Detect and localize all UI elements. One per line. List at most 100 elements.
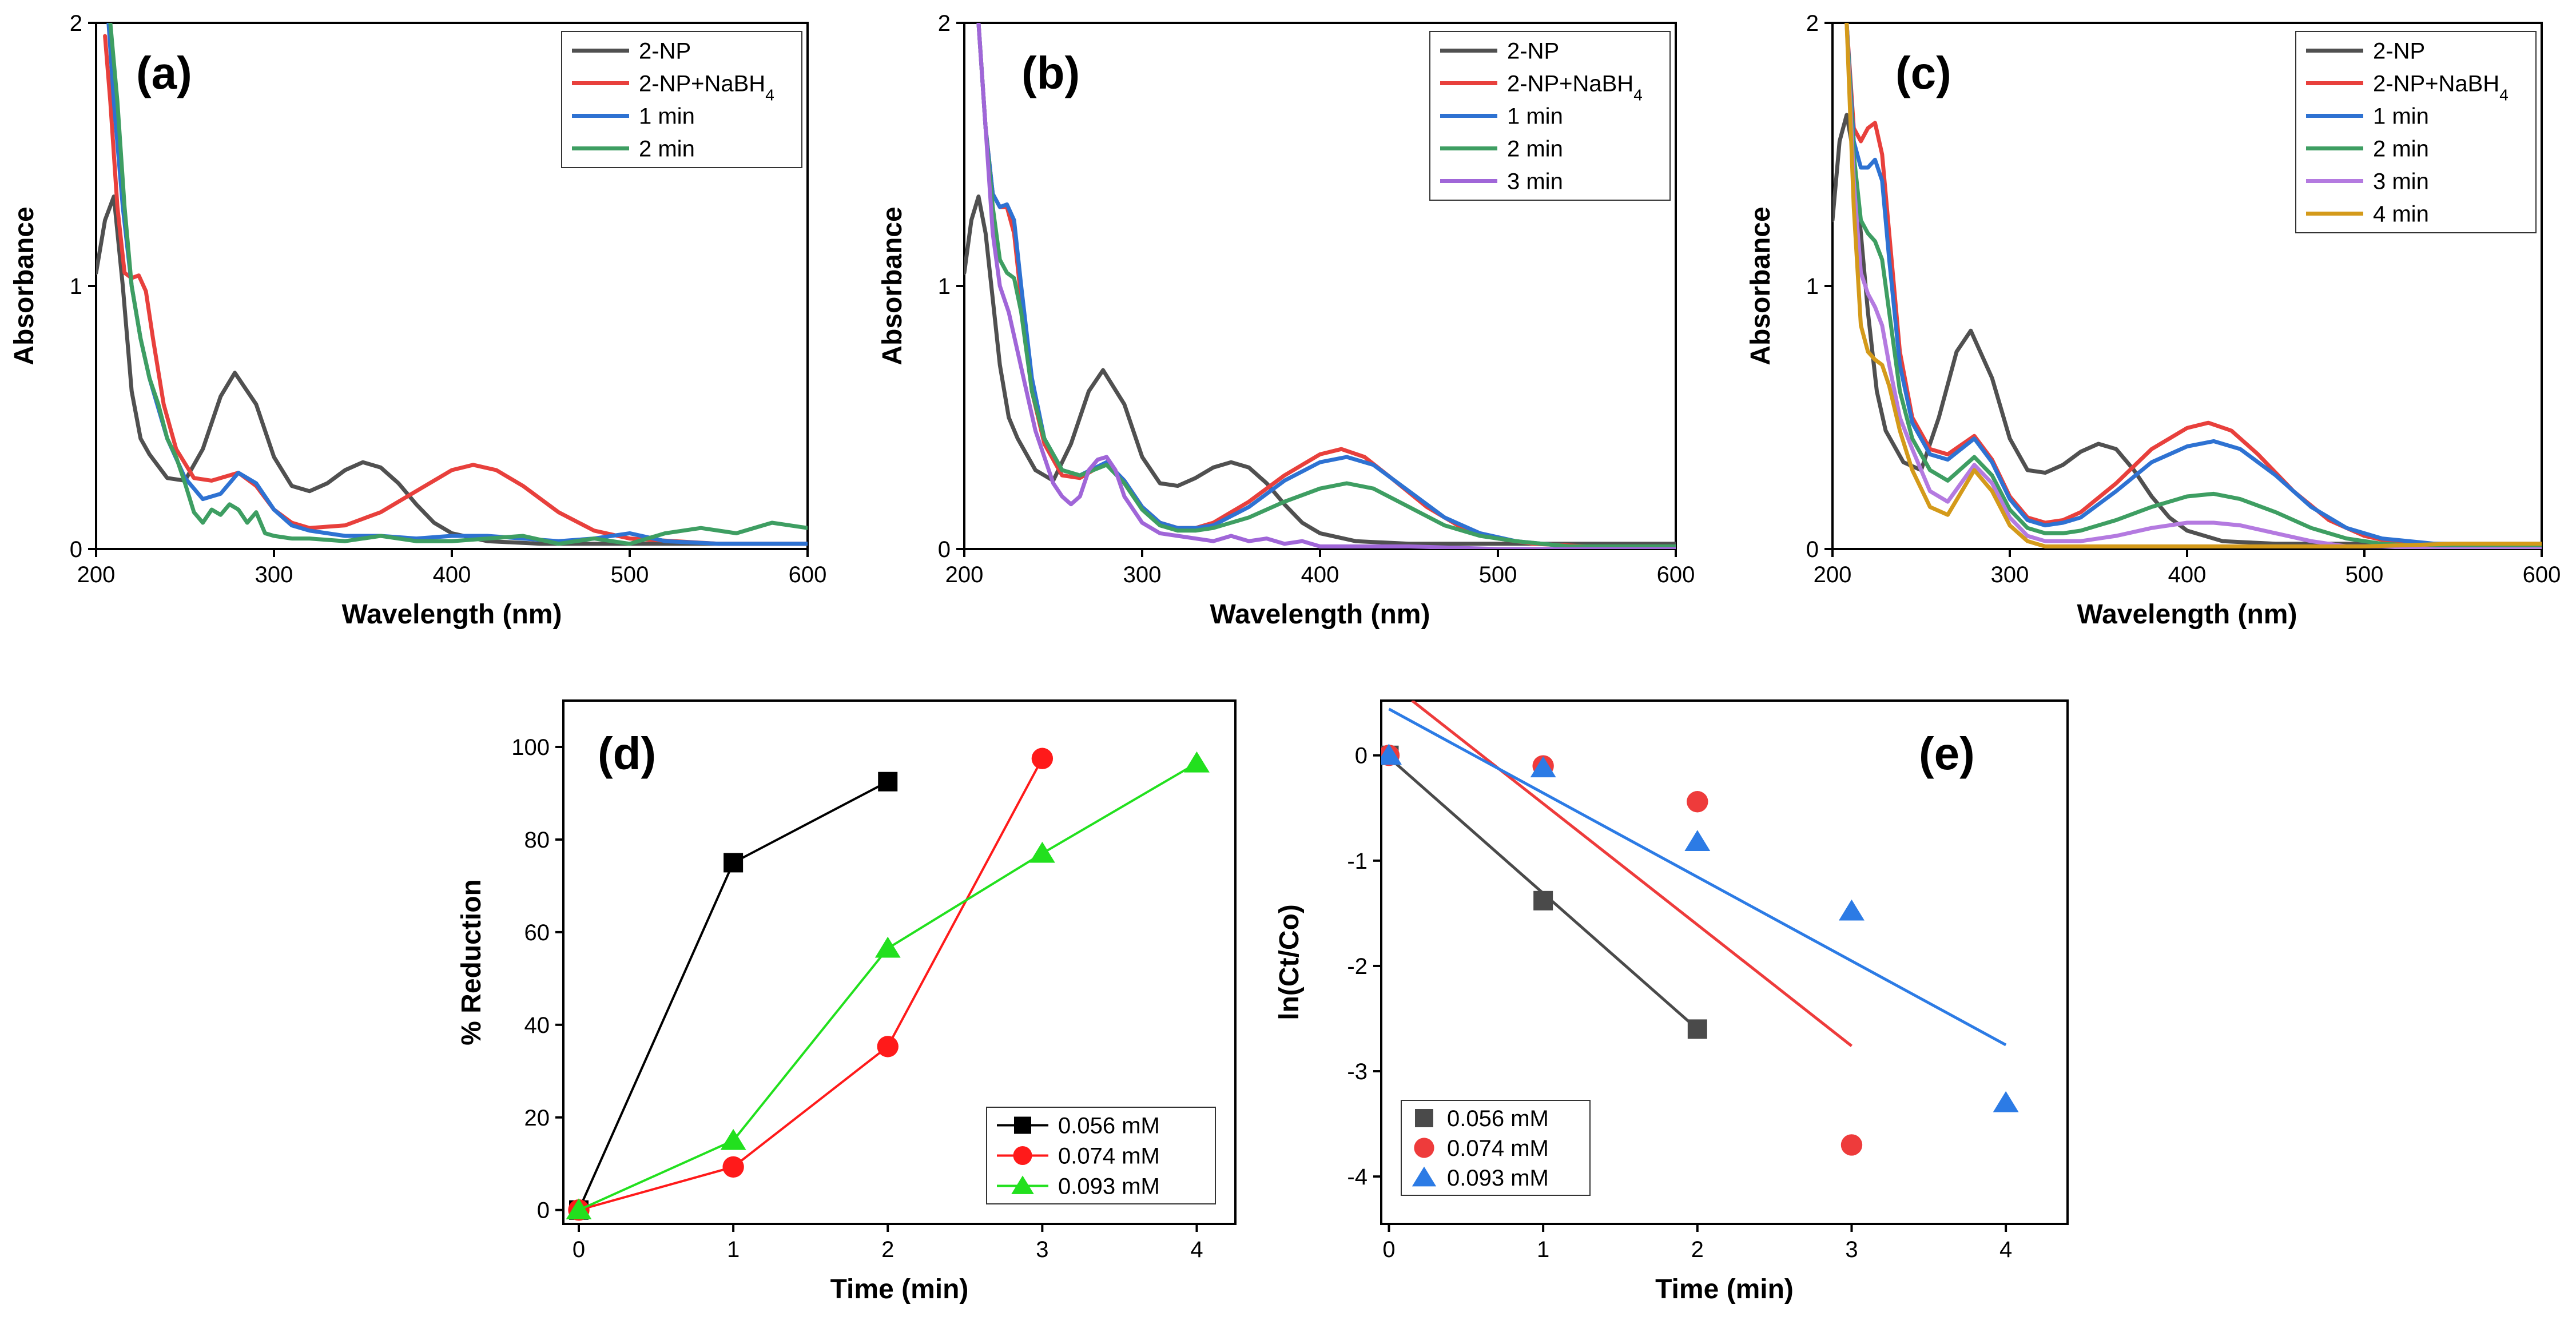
- legend-marker: [1412, 1166, 1437, 1187]
- x-tick-label: 0: [573, 1237, 585, 1262]
- legend-subscript: 4: [1633, 86, 1643, 104]
- data-point: [1687, 1019, 1707, 1039]
- legend-label: 2 min: [1507, 137, 1563, 162]
- legend-marker: [1013, 1146, 1032, 1165]
- x-tick-label: 500: [1479, 562, 1517, 587]
- plot-frame: [562, 699, 1237, 1225]
- legend-label: 2-NP: [1507, 39, 1559, 64]
- panel-e-kinetics: 0 1 2 3 4 0 -1 -2 -3 -4 Time (min) ln(Ct/Co) (e) 0.05…: [1274, 699, 2069, 1305]
- y-tick-label: -1: [1347, 849, 1367, 874]
- panel-label: (d): [598, 728, 656, 779]
- x-axis-label: Wavelength (nm): [342, 599, 562, 630]
- data-point: [1839, 899, 1865, 921]
- x-tick-label: 1: [727, 1237, 740, 1262]
- x-tick-label: 2: [1691, 1237, 1704, 1262]
- y-tick-label: -4: [1347, 1164, 1367, 1190]
- y-tick-label: 1: [1806, 274, 1819, 299]
- y-tick-label: 40: [524, 1013, 550, 1038]
- legend-label: 0.074 mM: [1447, 1136, 1549, 1161]
- x-tick-label: 400: [433, 562, 471, 587]
- x-tick-label: 400: [1301, 562, 1339, 587]
- fit-line: [1388, 707, 2007, 1047]
- panel-b-spectra: 200 300 400 500 600 0 1 2 Wavelength (nm) Absorba…: [877, 11, 1695, 630]
- x-tick-label: 200: [945, 562, 984, 587]
- series-line: [108, 23, 808, 546]
- y-axis-label: ln(Ct/Co): [1274, 904, 1305, 1020]
- data-point: [1840, 1134, 1863, 1156]
- y-axis-label: Absorbance: [9, 206, 39, 365]
- panel-label: (c): [1895, 47, 1951, 98]
- y-tick-label: 0: [1355, 743, 1367, 769]
- legend-box: [561, 31, 802, 168]
- legend-marker: [1011, 1175, 1034, 1194]
- legend-label: 3 min: [2373, 169, 2429, 194]
- data-layer: [1832, 23, 2542, 549]
- legend-label: 2-NP: [2373, 39, 2425, 64]
- legend-label: 1 min: [639, 104, 695, 129]
- panel-label: (e): [1919, 728, 1975, 779]
- series-line: [1844, 23, 2542, 548]
- series-line: [1832, 113, 2542, 546]
- x-tick-label: 2: [881, 1237, 894, 1262]
- legend-subscript: 4: [2499, 86, 2509, 104]
- legend-box: [2295, 31, 2537, 233]
- legend-marker: [1014, 1116, 1031, 1134]
- series-line: [976, 23, 1676, 548]
- y-axis-label: Absorbance: [877, 206, 908, 365]
- plot-frame: [1380, 699, 2069, 1225]
- legend-label: 4 min: [2373, 202, 2429, 227]
- data-point: [878, 772, 898, 792]
- data-point: [877, 1036, 899, 1057]
- data-layer: [1381, 701, 2019, 1156]
- x-tick-label: 200: [1814, 562, 1852, 587]
- legend-marker: [1414, 1138, 1434, 1158]
- legend: 0.056 mM 0.074 mM 0.093 mM: [1401, 1100, 1591, 1196]
- series-line: [1844, 23, 2542, 548]
- legend-label: 2 min: [639, 137, 695, 162]
- x-tick-label: 600: [789, 562, 827, 587]
- x-tick-label: 500: [2346, 562, 2384, 587]
- y-tick-label: 2: [938, 11, 951, 36]
- y-tick-label: 0: [537, 1198, 550, 1223]
- data-point: [1029, 841, 1055, 863]
- x-tick-label: 300: [1123, 562, 1162, 587]
- y-axis-label: Absorbance: [1746, 206, 1776, 365]
- x-tick-label: 0: [1382, 1237, 1395, 1262]
- series-line: [976, 23, 1676, 549]
- y-tick-label: 0: [938, 537, 951, 562]
- y-tick-label: 0: [70, 537, 82, 562]
- y-tick-label: 60: [524, 920, 550, 945]
- x-tick-label: 400: [2168, 562, 2207, 587]
- x-tick-label: 3: [1036, 1237, 1048, 1262]
- legend-label: 1 min: [1507, 104, 1563, 129]
- x-axis-label: Time (min): [1655, 1274, 1794, 1305]
- y-tick-label: 0: [1806, 537, 1819, 562]
- legend-label: 2-NP: [639, 39, 691, 64]
- x-tick-label: 500: [611, 562, 649, 587]
- y-tick-label: 2: [1806, 11, 1819, 36]
- legend: 0.056 mM 0.074 mM 0.093 mM: [986, 1107, 1216, 1204]
- legend-label: 0.056 mM: [1058, 1114, 1160, 1139]
- panel-label: (b): [1021, 47, 1080, 98]
- legend-subscript: 4: [765, 86, 774, 104]
- legend-label: 0.093 mM: [1058, 1174, 1160, 1199]
- data-point: [720, 1128, 746, 1150]
- series-line: [964, 194, 1676, 546]
- panel-c-spectra: 200 300 400 500 600 0 1 2 Wavelength (nm) Absorba…: [1746, 11, 2561, 630]
- x-axis-label: Wavelength (nm): [2077, 599, 2297, 630]
- x-axis-label: Wavelength (nm): [1210, 599, 1430, 630]
- y-tick-label: 1: [70, 274, 82, 299]
- data-point: [1533, 890, 1553, 910]
- x-tick-label: 200: [77, 562, 116, 587]
- fit-line: [1411, 701, 1853, 1047]
- x-tick-label: 4: [1190, 1237, 1203, 1262]
- data-point: [1184, 751, 1210, 773]
- legend-marker: [1415, 1109, 1433, 1127]
- x-tick-label: 3: [1845, 1237, 1858, 1262]
- panel-label: (a): [136, 47, 192, 98]
